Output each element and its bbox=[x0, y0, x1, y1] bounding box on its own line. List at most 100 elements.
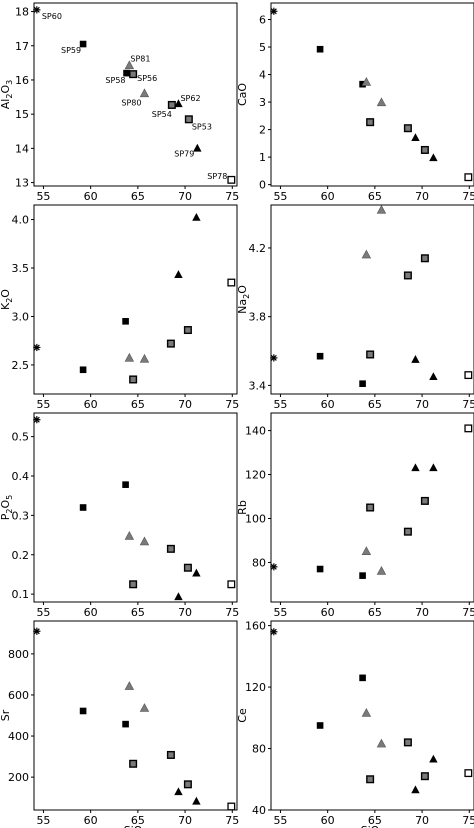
plot-frame bbox=[270, 204, 474, 395]
y-axis-label: Ce bbox=[236, 708, 249, 723]
data-point bbox=[124, 352, 135, 362]
point-label: SP78 bbox=[207, 172, 227, 181]
point-label: SP56 bbox=[137, 74, 157, 83]
data-point bbox=[376, 97, 387, 107]
panel-1: 55 60 65 70 75 13 14 15 16 17 18 Al2O3 SP60 SP59 SP81 S… bbox=[0, 2, 239, 203]
data-point bbox=[184, 115, 193, 124]
data-point bbox=[464, 371, 473, 380]
y-axis-label: K2O bbox=[0, 289, 14, 310]
y-tick-label: 15 bbox=[15, 108, 29, 121]
y-tick-label: 80 bbox=[252, 743, 266, 756]
y-axis-label: Rb bbox=[236, 500, 249, 515]
data-point bbox=[124, 60, 135, 70]
data-point bbox=[420, 254, 429, 263]
x-tick-label: 55 bbox=[273, 606, 287, 619]
data-point bbox=[227, 802, 236, 811]
data-point bbox=[129, 759, 138, 768]
x-tick-label: 70 bbox=[415, 398, 429, 411]
data-point bbox=[192, 796, 201, 805]
data-point bbox=[227, 580, 236, 589]
data-point bbox=[420, 496, 429, 505]
x-tick-label: 70 bbox=[178, 190, 192, 203]
x-tick-label: 55 bbox=[36, 190, 50, 203]
x-tick-label: 65 bbox=[368, 398, 382, 411]
plot-frame bbox=[33, 204, 238, 395]
data-point bbox=[33, 627, 41, 635]
data-point bbox=[366, 775, 375, 784]
y-tick-label: 4.0 bbox=[12, 214, 30, 227]
data-point bbox=[316, 565, 324, 573]
y-tick-label: 2.5 bbox=[12, 359, 30, 372]
data-point bbox=[403, 124, 412, 133]
data-point bbox=[464, 173, 473, 182]
data-point bbox=[464, 424, 473, 433]
data-point bbox=[376, 738, 387, 748]
data-point bbox=[316, 45, 324, 53]
plot-frame bbox=[270, 412, 474, 603]
data-point bbox=[227, 278, 236, 287]
point-label: SP59 bbox=[61, 46, 81, 55]
data-point bbox=[316, 352, 324, 360]
data-point bbox=[359, 674, 366, 682]
data-point bbox=[33, 6, 41, 14]
x-tick-label: 60 bbox=[84, 814, 98, 827]
data-point bbox=[139, 703, 150, 712]
data-point bbox=[411, 785, 420, 794]
data-point bbox=[429, 372, 438, 381]
data-point bbox=[270, 7, 278, 15]
data-point bbox=[183, 563, 192, 572]
y-tick-label: 17 bbox=[15, 40, 29, 53]
x-tick-label: 75 bbox=[462, 190, 474, 203]
data-point bbox=[166, 750, 175, 759]
data-point bbox=[316, 722, 324, 729]
data-point bbox=[361, 707, 372, 717]
data-point bbox=[139, 88, 150, 98]
data-point bbox=[361, 249, 372, 259]
data-point bbox=[129, 70, 138, 79]
panel-6: 55 60 65 70 75 80 100 120 140 Rb bbox=[236, 412, 474, 619]
panel-4: 55 60 65 70 75 3.4 3.8 4.2 Na2O bbox=[236, 204, 474, 411]
x-tick-label: 55 bbox=[36, 606, 50, 619]
plot-frame bbox=[33, 2, 238, 187]
data-point bbox=[122, 318, 129, 325]
x-tick-label: 70 bbox=[415, 190, 429, 203]
data-point bbox=[411, 355, 420, 363]
x-tick-label: 65 bbox=[131, 814, 145, 827]
data-point bbox=[183, 326, 192, 335]
y-tick-label: 200 bbox=[8, 771, 29, 784]
x-tick-label: 70 bbox=[178, 814, 192, 827]
point-label: SP81 bbox=[130, 55, 150, 64]
y-tick-label: 16 bbox=[15, 74, 29, 87]
y-tick-label: 3.4 bbox=[249, 379, 267, 392]
x-tick-label: 60 bbox=[321, 606, 335, 619]
plot-frame bbox=[270, 620, 474, 811]
y-tick-label: 5 bbox=[259, 41, 266, 54]
data-point bbox=[33, 343, 41, 352]
x-tick-label: 60 bbox=[321, 190, 335, 203]
y-tick-label: 800 bbox=[8, 648, 29, 661]
y-tick-label: 0.3 bbox=[12, 509, 30, 522]
data-point bbox=[270, 563, 278, 571]
data-point bbox=[183, 780, 192, 789]
y-tick-label: 1 bbox=[259, 151, 266, 164]
data-point bbox=[124, 681, 135, 690]
data-point bbox=[403, 271, 412, 280]
y-tick-label: 3.0 bbox=[12, 310, 30, 323]
x-axis-label: SiO2 bbox=[124, 824, 148, 828]
y-tick-label: 0.2 bbox=[12, 549, 30, 562]
data-point bbox=[429, 153, 438, 162]
x-tick-label: 55 bbox=[273, 190, 287, 203]
y-tick-label: 13 bbox=[15, 177, 29, 190]
data-point bbox=[366, 503, 375, 512]
panel-8: 55 60 65 70 75 40 80 120 160 Ce SiO2 bbox=[236, 620, 474, 828]
y-tick-label: 18 bbox=[15, 6, 29, 19]
x-tick-label: 75 bbox=[225, 398, 239, 411]
y-tick-label: 600 bbox=[8, 689, 29, 702]
y-tick-label: 120 bbox=[245, 681, 266, 694]
y-tick-label: 80 bbox=[252, 556, 266, 569]
data-point bbox=[376, 565, 387, 575]
y-tick-label: 2 bbox=[259, 124, 266, 137]
y-tick-label: 6 bbox=[259, 14, 266, 27]
data-point bbox=[166, 339, 175, 348]
